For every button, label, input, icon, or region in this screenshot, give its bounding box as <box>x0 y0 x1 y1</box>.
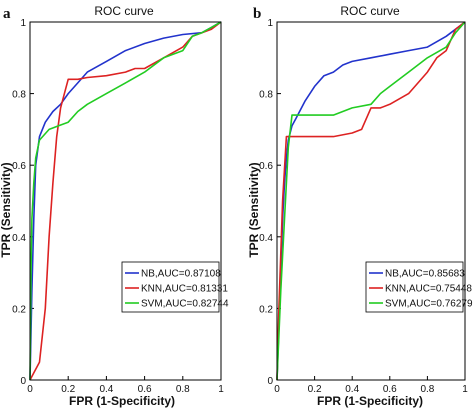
panel-letter-a: a <box>3 6 11 22</box>
x-tick-label: 0.2 <box>308 384 322 395</box>
x-tick-label: 0.8 <box>176 384 190 395</box>
y-tick-label: 0.8 <box>12 90 26 101</box>
y-tick-label: 0.6 <box>12 161 26 172</box>
y-tick-label: 0.4 <box>12 233 26 244</box>
y-axis-label-b: TPR (Sensitivity) <box>247 162 261 257</box>
y-tick-label: 0.2 <box>12 304 26 315</box>
legend-entry-knn: KNN,AUC=0.81331 <box>141 284 228 295</box>
y-tick-label: 0 <box>267 376 273 387</box>
roc-line-nb <box>29 21 222 381</box>
tick-labels-b: 0 0.2 0.4 0.6 0.8 1 0 0.2 0.4 0.6 0.8 1 <box>259 18 468 395</box>
roc-line-knn <box>29 21 222 381</box>
x-tick-label: 0.4 <box>345 384 359 395</box>
y-tick-label: 0 <box>20 376 26 387</box>
legend-entry-knn: KNN,AUC=0.75448 <box>385 284 472 295</box>
x-tick-label: 0.8 <box>420 384 434 395</box>
roc-line-nb <box>276 21 466 381</box>
x-tick-label: 1 <box>218 384 224 395</box>
x-axis-label-b: FPR (1-Specificity) <box>317 394 423 408</box>
y-tick-label: 0.6 <box>259 161 273 172</box>
legend-b: NB,AUC=0.85683 KNN,AUC=0.75448 SVM,AUC=0.7… <box>365 261 473 313</box>
legend-entry-svm: SVM,AUC=0.76279 <box>385 299 473 310</box>
y-tick-label: 0.2 <box>259 304 273 315</box>
x-tick-label: 0 <box>27 384 33 395</box>
x-tick-label: 1 <box>462 384 468 395</box>
x-tick-label: 0.6 <box>383 384 397 395</box>
panel-letter-b: b <box>253 6 261 22</box>
x-axis-label-a: FPR (1-Specificity) <box>69 394 175 408</box>
legend-entry-svm: SVM,AUC=0.82744 <box>141 299 229 310</box>
x-tick-label: 0.4 <box>99 384 113 395</box>
legend-entry-nb: NB,AUC=0.85683 <box>385 269 465 280</box>
roc-curves-a <box>29 21 222 381</box>
legend-entry-nb: NB,AUC=0.87108 <box>141 269 221 280</box>
y-tick-label: 0.4 <box>259 233 273 244</box>
y-axis-label-a: TPR (Sensitivity) <box>0 162 13 257</box>
x-tick-label: 0.6 <box>138 384 152 395</box>
legend-a: NB,AUC=0.87108 KNN,AUC=0.81331 SVM,AUC=0.8… <box>121 261 229 313</box>
roc-line-svm <box>29 21 222 381</box>
y-tick-label: 1 <box>267 18 273 29</box>
tick-labels-a: 0 0.2 0.4 0.6 0.8 1 0 0.2 0.4 0.6 0.8 1 <box>12 18 224 395</box>
roc-line-knn <box>276 21 466 381</box>
axes-frame-b <box>276 21 466 381</box>
x-tick-label: 0 <box>274 384 280 395</box>
panel-b: b ROC curve FPR (1-Specificity) TPR (Sen… <box>247 4 473 408</box>
axes-frame-a <box>29 21 222 381</box>
roc-line-svm <box>276 21 466 381</box>
panel-a: a ROC curve FPR (1-Specificity) TPR (Sen… <box>0 4 229 408</box>
y-tick-label: 1 <box>20 18 26 29</box>
y-tick-label: 0.8 <box>259 90 273 101</box>
roc-curves-b <box>276 21 466 381</box>
chart-title-a: ROC curve <box>94 4 154 18</box>
chart-title-b: ROC curve <box>340 4 400 18</box>
x-tick-label: 0.2 <box>61 384 75 395</box>
